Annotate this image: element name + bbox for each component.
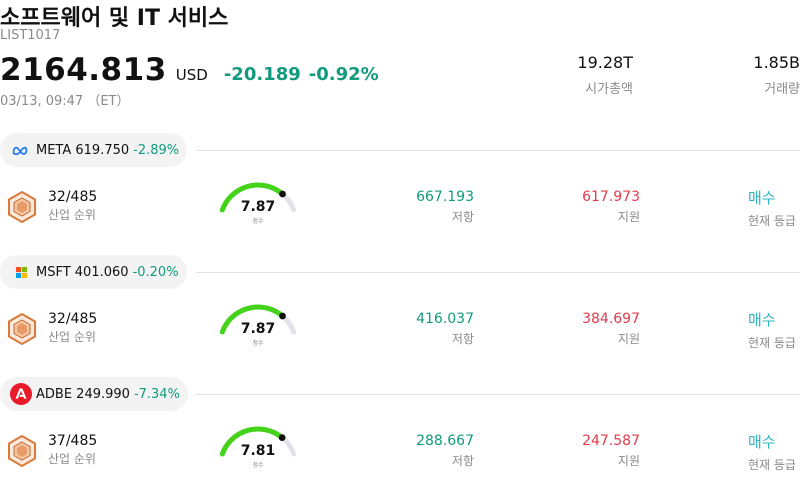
score-gauge-fill bbox=[219, 426, 285, 457]
rating-label: 현재 등급 bbox=[748, 458, 796, 472]
resistance-label: 저항 bbox=[451, 210, 474, 224]
score-gauge-marker bbox=[279, 312, 286, 320]
stock-section-3: ADBE 249.990 -7.34% 37/485 산업 순위 7.81 점수… bbox=[0, 377, 800, 488]
support-value: 247.587 bbox=[582, 433, 640, 449]
resistance-label: 저항 bbox=[451, 454, 474, 468]
resistance-level: 288.667 저항 bbox=[416, 433, 474, 469]
volume-stat: 1.85B 거래량 bbox=[753, 53, 800, 97]
support-label: 지원 bbox=[617, 210, 640, 224]
meta-logo-icon bbox=[10, 139, 32, 161]
support-value: 617.973 bbox=[582, 189, 640, 205]
stock-chip[interactable]: META 619.750 -2.89% bbox=[0, 133, 188, 167]
stock-section-2: MSFT 401.060 -0.20% 32/485 산업 순위 7.87 점수… bbox=[0, 255, 800, 375]
rating-value[interactable]: 매수 bbox=[748, 189, 776, 207]
score-gauge bbox=[219, 304, 297, 335]
support-level: 247.587 지원 bbox=[582, 433, 640, 469]
industry-rank-badge-icon bbox=[8, 313, 36, 345]
industry-rank-label: 산업 순위 bbox=[48, 452, 96, 466]
currency-label: USD bbox=[175, 66, 208, 84]
section-divider bbox=[196, 394, 800, 395]
volume-value: 1.85B bbox=[753, 53, 800, 72]
stock-chip[interactable]: MSFT 401.060 -0.20% bbox=[0, 255, 187, 289]
resistance-level: 667.193 저항 bbox=[416, 189, 474, 225]
quote-timestamp: 03/13, 09:47 （ET） bbox=[0, 94, 130, 109]
price-change-percent: -0.92% bbox=[308, 64, 379, 85]
score-label: 점수 bbox=[252, 462, 264, 469]
sector-price: 2164.813 bbox=[0, 52, 167, 88]
page-title: 소프트웨어 및 IT 서비스 bbox=[0, 6, 229, 31]
current-rating: 매수 현재 등급 bbox=[748, 187, 796, 229]
section-divider bbox=[196, 272, 800, 273]
score-gauge-fill bbox=[219, 304, 286, 335]
sector-code: LIST1017 bbox=[0, 28, 61, 43]
score-gauge bbox=[219, 426, 297, 457]
score-gauge-fill bbox=[219, 182, 286, 213]
industry-rank-value: 32/485 bbox=[48, 189, 98, 205]
score-gauge bbox=[219, 182, 297, 213]
industry-rank-value: 32/485 bbox=[48, 311, 98, 327]
section-divider bbox=[196, 150, 800, 151]
industry-rank-badge-icon bbox=[8, 191, 36, 223]
stock-ticker-price: ADBE 249.990 bbox=[36, 386, 130, 402]
industry-rank: 32/485 산업 순위 bbox=[48, 189, 97, 223]
score-value: 7.87 bbox=[240, 199, 276, 215]
support-level: 384.697 지원 bbox=[582, 311, 640, 347]
support-label: 지원 bbox=[617, 332, 640, 346]
score-label: 점수 bbox=[252, 218, 264, 225]
market-cap-stat: 19.28T 시가총액 bbox=[577, 53, 633, 97]
market-cap-label: 시가총액 bbox=[585, 82, 633, 97]
industry-rank-value: 37/485 bbox=[48, 433, 98, 449]
industry-rank: 32/485 산업 순위 bbox=[48, 311, 97, 345]
industry-rank-label: 산업 순위 bbox=[48, 330, 96, 344]
score-value: 7.81 bbox=[240, 443, 276, 459]
adobe-logo-icon bbox=[10, 383, 32, 405]
resistance-label: 저항 bbox=[451, 332, 474, 346]
support-level: 617.973 지원 bbox=[582, 189, 640, 225]
score-gauge-marker bbox=[279, 190, 286, 198]
stock-ticker-price: MSFT 401.060 bbox=[36, 264, 129, 280]
stock-change-percent: -0.20% bbox=[132, 264, 179, 280]
industry-rank-label: 산업 순위 bbox=[48, 208, 96, 222]
stock-change-percent: -2.89% bbox=[133, 142, 180, 158]
rating-label: 현재 등급 bbox=[748, 214, 796, 228]
industry-rank-badge-icon bbox=[8, 435, 36, 467]
price-row: 2164.813 USD -20.189 -0.92% bbox=[0, 52, 379, 88]
industry-rank: 37/485 산업 순위 bbox=[48, 433, 97, 467]
volume-label: 거래량 bbox=[764, 82, 800, 97]
stock-ticker-price: META 619.750 bbox=[36, 142, 130, 158]
resistance-value: 667.193 bbox=[416, 189, 474, 205]
current-rating: 매수 현재 등급 bbox=[748, 309, 796, 351]
rating-value[interactable]: 매수 bbox=[748, 311, 776, 329]
support-value: 384.697 bbox=[582, 311, 640, 327]
support-label: 지원 bbox=[617, 454, 640, 468]
resistance-value: 416.037 bbox=[416, 311, 474, 327]
rating-value[interactable]: 매수 bbox=[748, 433, 776, 451]
microsoft-logo-icon bbox=[10, 261, 32, 283]
score-gauge-marker bbox=[278, 434, 286, 442]
rating-label: 현재 등급 bbox=[748, 336, 796, 350]
stock-change-percent: -7.34% bbox=[133, 386, 180, 402]
resistance-level: 416.037 저항 bbox=[416, 311, 474, 347]
score-value: 7.87 bbox=[240, 321, 276, 337]
stock-section-1: META 619.750 -2.89% 32/485 산업 순위 7.87 점수… bbox=[0, 133, 800, 253]
price-change: -20.189 bbox=[223, 64, 301, 85]
score-label: 점수 bbox=[252, 340, 264, 347]
resistance-value: 288.667 bbox=[416, 433, 474, 449]
current-rating: 매수 현재 등급 bbox=[748, 431, 796, 473]
market-cap-value: 19.28T bbox=[577, 53, 633, 72]
stock-chip[interactable]: ADBE 249.990 -7.34% bbox=[0, 377, 188, 411]
